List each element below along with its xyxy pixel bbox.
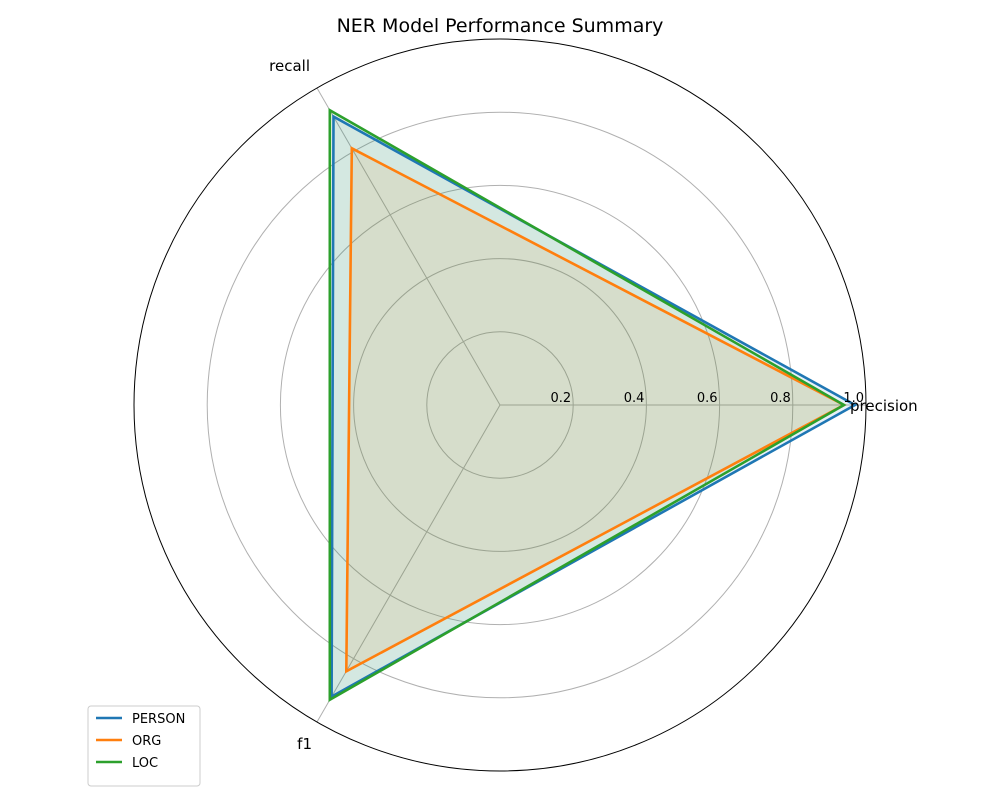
spoke-recall [316,87,501,406]
series-fill-org [346,148,844,672]
r-tick-label: 0.4 [624,391,645,406]
r-tick-label: 0.6 [697,391,718,406]
legend: PERSON ORG LOC [87,705,201,787]
r-tick-label: 1.0 [843,391,864,406]
chart-title: NER Model Performance Summary [337,15,664,37]
legend-label-org: ORG [132,734,161,749]
r-tick-label: 0.8 [770,391,791,406]
axis-label-recall: recall [269,57,310,75]
legend-box [87,705,201,787]
outer-frame [133,38,867,772]
r-tick-label: 0.2 [551,391,572,406]
axis-label-f1: f1 [297,735,312,753]
series-fill-loc [329,110,844,700]
legend-label-loc: LOC [132,756,158,771]
series-layer [328,107,858,703]
axis-label-precision: precision [850,397,918,415]
series-line-org [344,146,847,674]
legend-label-person: PERSON [132,712,185,727]
series-line-loc [328,107,847,703]
series-fill-person [331,116,856,697]
radar-grid [133,38,867,772]
